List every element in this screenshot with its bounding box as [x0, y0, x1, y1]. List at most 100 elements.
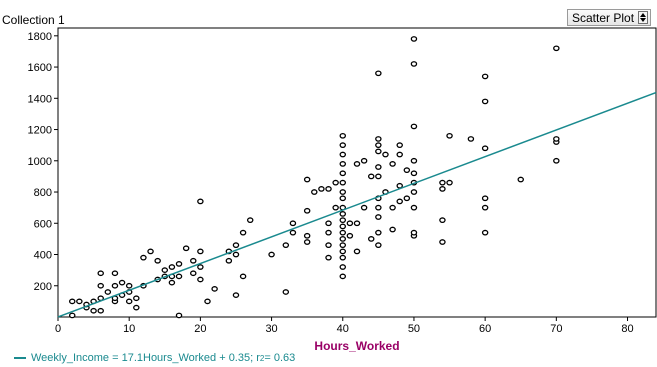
- data-point[interactable]: [375, 242, 382, 248]
- data-point[interactable]: [339, 179, 347, 186]
- data-point[interactable]: [396, 198, 403, 205]
- data-point[interactable]: [339, 223, 347, 230]
- data-point[interactable]: [339, 229, 347, 236]
- data-point[interactable]: [197, 264, 204, 270]
- data-point[interactable]: [339, 161, 347, 167]
- data-point[interactable]: [353, 248, 361, 255]
- data-point[interactable]: [97, 282, 104, 289]
- data-point[interactable]: [76, 298, 83, 305]
- data-point[interactable]: [339, 132, 347, 139]
- data-point[interactable]: [403, 195, 411, 202]
- data-point[interactable]: [439, 186, 446, 192]
- data-point[interactable]: [481, 229, 489, 236]
- data-point[interactable]: [375, 148, 382, 155]
- data-point[interactable]: [311, 189, 318, 195]
- data-point[interactable]: [339, 264, 347, 270]
- data-point[interactable]: [339, 217, 347, 223]
- data-point[interactable]: [197, 248, 204, 255]
- data-point[interactable]: [375, 164, 382, 170]
- data-point[interactable]: [553, 136, 560, 142]
- data-point[interactable]: [410, 170, 418, 177]
- data-point[interactable]: [268, 251, 275, 258]
- data-point[interactable]: [396, 142, 403, 149]
- data-point[interactable]: [303, 239, 311, 245]
- data-point[interactable]: [111, 282, 119, 289]
- data-point[interactable]: [282, 242, 290, 248]
- data-point[interactable]: [318, 186, 325, 192]
- data-point[interactable]: [68, 298, 76, 305]
- data-point[interactable]: [168, 264, 176, 270]
- data-point[interactable]: [204, 298, 211, 305]
- data-point[interactable]: [190, 270, 197, 277]
- data-point[interactable]: [332, 204, 339, 211]
- data-point[interactable]: [339, 211, 347, 217]
- data-point[interactable]: [353, 161, 361, 167]
- data-point[interactable]: [367, 173, 375, 180]
- data-point[interactable]: [97, 270, 104, 277]
- data-point[interactable]: [239, 273, 247, 280]
- data-point[interactable]: [389, 204, 396, 211]
- data-point[interactable]: [147, 248, 154, 255]
- data-point[interactable]: [360, 157, 368, 164]
- data-point[interactable]: [232, 251, 240, 258]
- data-point[interactable]: [325, 242, 332, 248]
- data-point[interactable]: [140, 254, 147, 261]
- data-point[interactable]: [190, 257, 197, 264]
- data-point[interactable]: [553, 45, 560, 52]
- data-point[interactable]: [339, 142, 347, 149]
- data-point[interactable]: [410, 123, 418, 130]
- data-point[interactable]: [232, 242, 240, 248]
- data-point[interactable]: [410, 189, 418, 195]
- data-point[interactable]: [346, 220, 354, 227]
- data-point[interactable]: [375, 70, 382, 77]
- data-point[interactable]: [175, 261, 183, 267]
- data-point[interactable]: [553, 157, 560, 164]
- data-point[interactable]: [481, 145, 489, 152]
- data-point[interactable]: [168, 279, 176, 286]
- data-point[interactable]: [339, 254, 347, 261]
- data-point[interactable]: [175, 312, 183, 319]
- data-point[interactable]: [97, 307, 104, 314]
- data-point[interactable]: [104, 289, 112, 295]
- dropdown-stepper-icon[interactable]: [638, 11, 648, 24]
- data-point[interactable]: [325, 186, 332, 192]
- data-point[interactable]: [289, 229, 297, 236]
- data-point[interactable]: [375, 142, 382, 149]
- data-point[interactable]: [481, 98, 489, 105]
- plot-type-dropdown[interactable]: Scatter Plot: [567, 9, 651, 26]
- data-point[interactable]: [197, 198, 204, 205]
- data-point[interactable]: [339, 170, 347, 177]
- data-point[interactable]: [282, 289, 290, 295]
- data-point[interactable]: [339, 195, 347, 202]
- data-point[interactable]: [154, 257, 161, 264]
- data-point[interactable]: [375, 136, 382, 142]
- data-point[interactable]: [232, 292, 240, 298]
- data-point[interactable]: [303, 176, 311, 183]
- data-point[interactable]: [410, 204, 418, 211]
- data-point[interactable]: [481, 73, 489, 80]
- data-point[interactable]: [389, 226, 396, 233]
- data-point[interactable]: [303, 207, 311, 214]
- data-point[interactable]: [125, 282, 133, 289]
- data-point[interactable]: [125, 298, 133, 305]
- data-point[interactable]: [325, 220, 332, 227]
- data-point[interactable]: [325, 254, 332, 261]
- data-point[interactable]: [111, 270, 119, 277]
- data-point[interactable]: [446, 132, 453, 139]
- data-point[interactable]: [346, 232, 354, 239]
- data-point[interactable]: [375, 204, 382, 211]
- data-point[interactable]: [410, 229, 418, 236]
- data-point[interactable]: [133, 295, 140, 302]
- data-point[interactable]: [246, 217, 254, 223]
- data-point[interactable]: [197, 276, 204, 283]
- data-point[interactable]: [118, 279, 126, 286]
- data-point[interactable]: [467, 136, 475, 142]
- data-point[interactable]: [339, 273, 347, 280]
- data-point[interactable]: [375, 173, 382, 180]
- data-point[interactable]: [175, 273, 183, 280]
- data-point[interactable]: [375, 229, 382, 236]
- data-point[interactable]: [396, 151, 403, 158]
- data-point[interactable]: [439, 217, 446, 223]
- data-point[interactable]: [339, 189, 347, 195]
- data-point[interactable]: [375, 214, 382, 220]
